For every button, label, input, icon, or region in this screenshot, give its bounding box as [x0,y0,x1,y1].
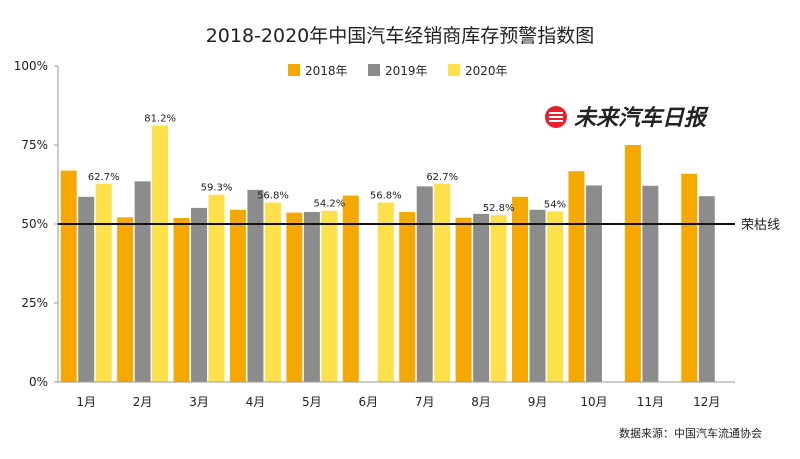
bar [78,196,95,382]
bar [117,217,134,382]
bar [698,196,715,382]
y-tick-label: 50% [21,217,48,231]
bar [416,186,433,382]
bar [681,173,698,382]
x-tick-label: 8月 [471,395,491,409]
x-tick-label: 3月 [189,395,209,409]
legend-swatch [368,64,380,76]
bar [321,210,338,382]
bar [247,189,264,382]
source-note: 数据来源：中国汽车流通协会 [619,426,762,440]
y-axis: 0% 25% 50% 75% 100% [14,59,59,389]
brand-watermark: 未来汽车日报 [545,105,709,131]
legend-label: 2019年 [385,64,428,78]
bar [399,211,416,382]
bar [529,209,546,382]
bar [95,183,112,382]
data-label: 56.8% [370,191,402,202]
data-label: 54.2% [313,199,345,210]
y-tick-label: 75% [21,138,48,152]
brand-text: 未来汽车日报 [574,105,709,131]
data-label: 52.8% [483,203,515,214]
chart-title: 2018-2020年中国汽车经销商库存预警指数图 [206,25,595,47]
bar [264,202,281,382]
x-tick-label: 6月 [358,395,378,409]
bar [455,217,472,382]
threshold-label: 荣枯线 [741,218,780,233]
x-tick-label: 11月 [637,395,664,409]
bar [60,170,77,382]
bar [473,213,490,382]
bar [229,209,246,382]
y-tick-label: 0% [29,375,48,389]
legend-swatch [448,64,460,76]
bar [490,215,507,382]
threshold: 荣枯线 [58,218,780,233]
bar [568,171,585,382]
x-tick-label: 4月 [246,395,266,409]
bar [173,217,190,382]
x-tick-label: 5月 [302,395,322,409]
legend-label: 2018年 [305,64,348,78]
bar [191,207,208,382]
data-label: 62.7% [426,172,458,183]
x-axis: 1月 2月 3月 4月 5月 6月 7月 8月 9月 10月 11月 12月 [58,381,735,409]
y-tick-label: 100% [14,59,48,73]
bar [342,195,359,382]
y-tick-label: 25% [21,296,48,310]
data-labels: 62.7% 81.2% 59.3% 56.8% 54.2% 56.8% 62.7% 52.8%… [88,113,566,214]
x-tick-label: 10月 [580,395,607,409]
bars [60,125,715,383]
data-label: 62.7% [88,172,120,183]
x-tick-label: 2月 [133,395,153,409]
x-tick-label: 9月 [528,395,548,409]
legend-swatch [288,64,300,76]
bar [585,185,602,382]
bar [642,185,659,382]
legend: 2018年 2019年 2020年 [288,64,508,78]
bar [512,196,529,382]
data-label: 54% [544,199,566,210]
bar [134,181,151,382]
bar [377,202,394,382]
bar [152,125,169,383]
bar [434,183,451,382]
bar [208,194,225,382]
bar [547,211,564,382]
bar [303,211,320,382]
data-label: 56.8% [257,191,289,202]
data-label: 59.3% [201,183,233,194]
x-tick-label: 7月 [415,395,435,409]
bar [286,212,303,382]
data-label: 81.2% [144,113,176,124]
x-tick-label: 1月 [76,395,96,409]
legend-label: 2020年 [465,64,508,78]
bar [624,145,641,382]
x-tick-label: 12月 [693,395,720,409]
